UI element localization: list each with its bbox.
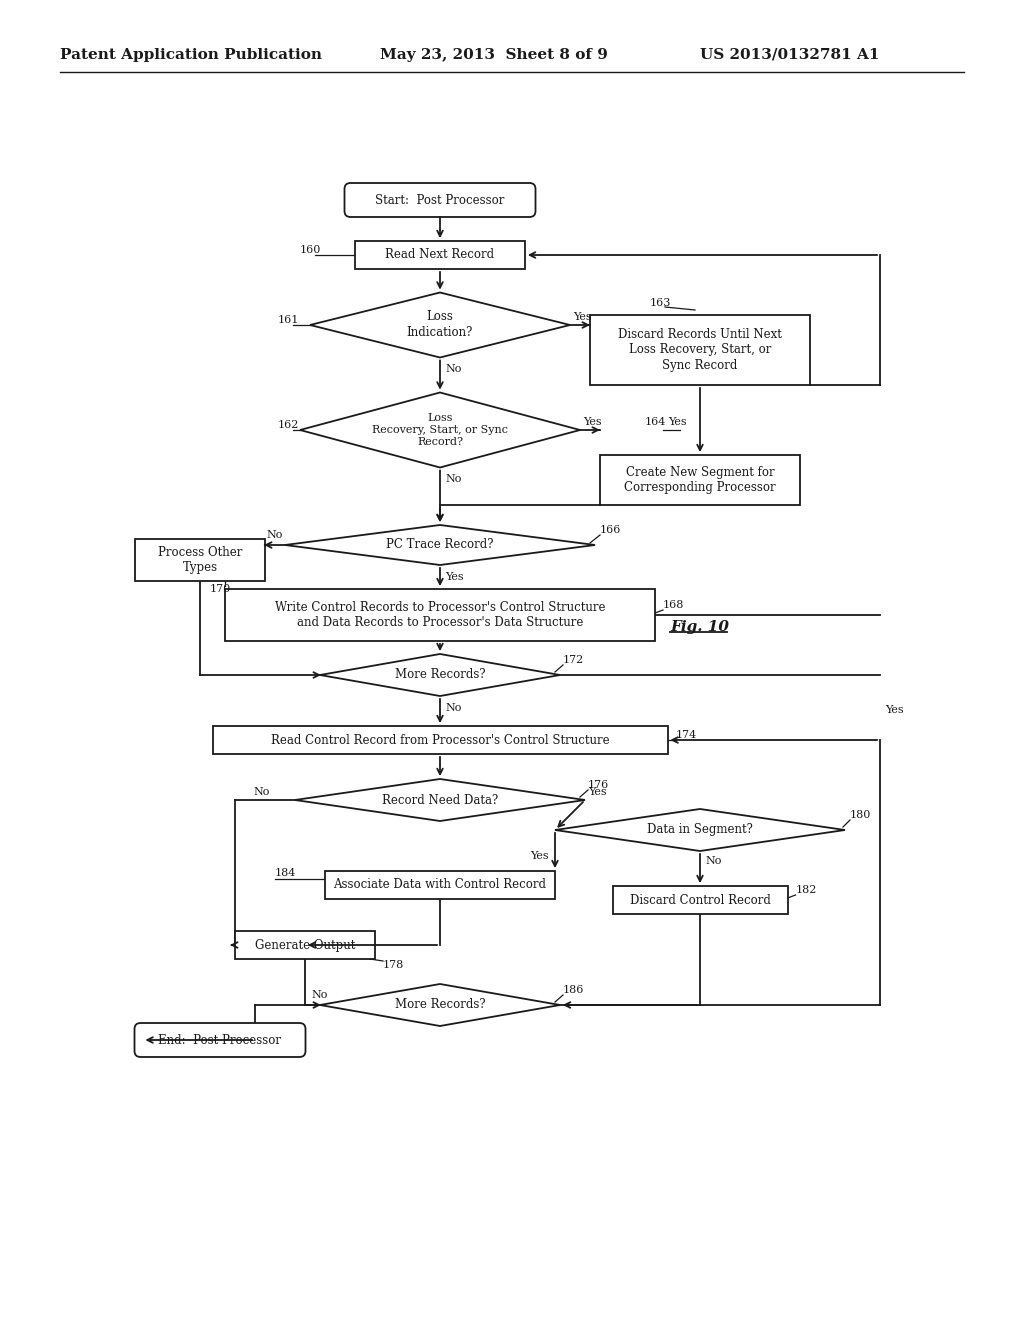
Text: 161: 161 (278, 315, 299, 325)
Text: PC Trace Record?: PC Trace Record? (386, 539, 494, 552)
Text: No: No (445, 474, 462, 484)
Text: No: No (266, 531, 283, 540)
FancyBboxPatch shape (234, 931, 375, 960)
Text: 174: 174 (676, 730, 696, 741)
Polygon shape (300, 392, 580, 467)
Text: Discard Control Record: Discard Control Record (630, 894, 770, 907)
Text: 180: 180 (850, 810, 871, 820)
Text: Yes: Yes (885, 705, 903, 715)
FancyBboxPatch shape (225, 589, 655, 642)
FancyBboxPatch shape (355, 242, 525, 269)
FancyBboxPatch shape (213, 726, 668, 754)
Text: End:  Post Processor: End: Post Processor (159, 1034, 282, 1047)
Text: Yes: Yes (445, 572, 464, 582)
Text: 168: 168 (663, 601, 684, 610)
Text: Process Other
Types: Process Other Types (158, 546, 243, 574)
Polygon shape (285, 525, 595, 565)
FancyBboxPatch shape (135, 539, 265, 581)
Text: Associate Data with Control Record: Associate Data with Control Record (334, 879, 547, 891)
Text: No: No (312, 990, 328, 1001)
Polygon shape (555, 809, 845, 851)
Text: No: No (254, 787, 270, 797)
Polygon shape (295, 779, 585, 821)
Text: Discard Records Until Next
Loss Recovery, Start, or
Sync Record: Discard Records Until Next Loss Recovery… (618, 329, 782, 371)
Text: No: No (705, 855, 721, 866)
Text: US 2013/0132781 A1: US 2013/0132781 A1 (700, 48, 880, 62)
Text: Patent Application Publication: Patent Application Publication (60, 48, 322, 62)
Polygon shape (319, 653, 560, 696)
Text: 170: 170 (210, 583, 231, 594)
Text: Read Next Record: Read Next Record (385, 248, 495, 261)
Text: More Records?: More Records? (394, 668, 485, 681)
Text: More Records?: More Records? (394, 998, 485, 1011)
Text: May 23, 2013  Sheet 8 of 9: May 23, 2013 Sheet 8 of 9 (380, 48, 608, 62)
Text: Yes: Yes (668, 417, 687, 426)
FancyBboxPatch shape (590, 315, 810, 385)
Text: Loss
Indication?: Loss Indication? (407, 310, 473, 339)
Text: 182: 182 (796, 884, 817, 895)
Text: Record Need Data?: Record Need Data? (382, 793, 498, 807)
Text: Yes: Yes (573, 312, 592, 322)
Text: 160: 160 (300, 246, 322, 255)
Text: No: No (445, 704, 462, 713)
Text: No: No (445, 364, 462, 375)
Text: Read Control Record from Processor's Control Structure: Read Control Record from Processor's Con… (270, 734, 609, 747)
Text: 178: 178 (383, 960, 404, 970)
Text: Write Control Records to Processor's Control Structure
and Data Records to Proce: Write Control Records to Processor's Con… (274, 601, 605, 630)
Text: 164: 164 (645, 417, 667, 426)
FancyBboxPatch shape (134, 1023, 305, 1057)
Text: 162: 162 (278, 420, 299, 430)
FancyBboxPatch shape (325, 871, 555, 899)
Polygon shape (310, 293, 570, 358)
Text: Loss
Recovery, Start, or Sync
Record?: Loss Recovery, Start, or Sync Record? (372, 413, 508, 447)
Polygon shape (319, 983, 560, 1026)
Text: Create New Segment for
Corresponding Processor: Create New Segment for Corresponding Pro… (625, 466, 776, 494)
Text: 184: 184 (275, 869, 296, 878)
Text: 166: 166 (600, 525, 622, 535)
Text: Generate Output: Generate Output (255, 939, 355, 952)
Text: Data in Segment?: Data in Segment? (647, 824, 753, 837)
Text: Yes: Yes (588, 787, 606, 797)
Text: Yes: Yes (583, 417, 602, 426)
Text: 163: 163 (650, 298, 672, 308)
FancyBboxPatch shape (600, 455, 800, 506)
Text: 186: 186 (563, 985, 585, 995)
FancyBboxPatch shape (612, 886, 787, 913)
Text: 172: 172 (563, 655, 585, 665)
Text: 176: 176 (588, 780, 609, 789)
FancyBboxPatch shape (344, 183, 536, 216)
Text: Fig. 10: Fig. 10 (670, 620, 729, 634)
Text: Yes: Yes (530, 851, 549, 861)
Text: Start:  Post Processor: Start: Post Processor (376, 194, 505, 206)
